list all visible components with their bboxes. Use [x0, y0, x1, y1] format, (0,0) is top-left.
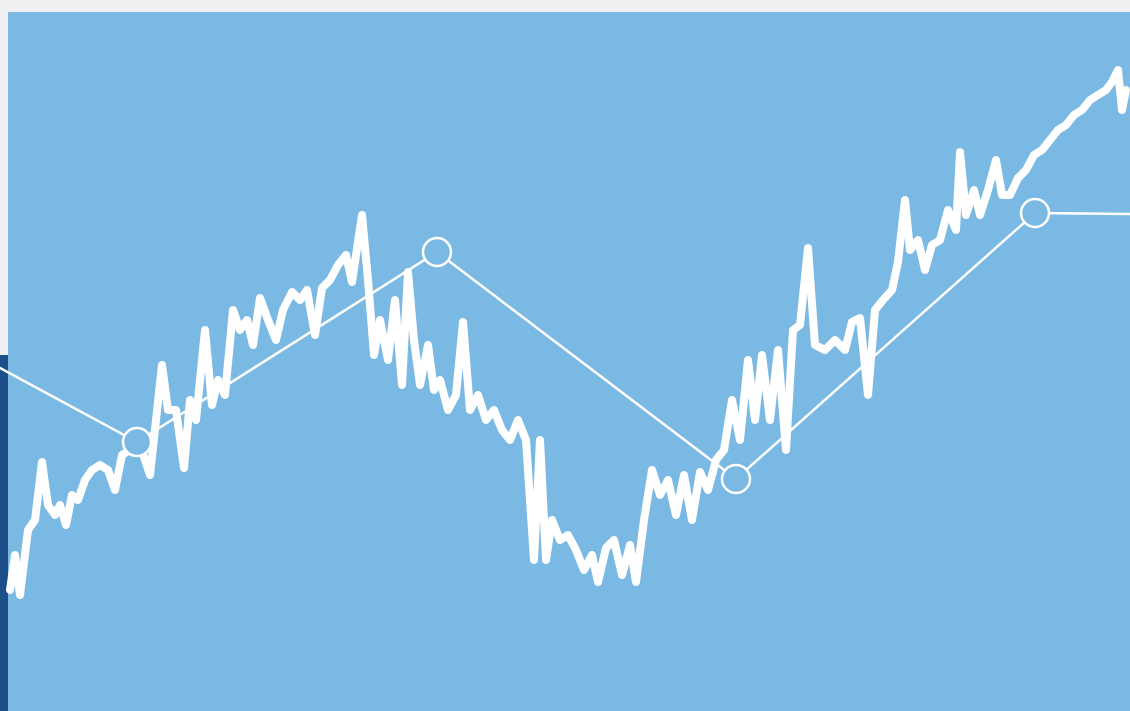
- trend-point: [421, 236, 453, 268]
- trend-point: [1019, 197, 1051, 229]
- trend-line: [0, 211, 1130, 481]
- trend-point: [720, 463, 752, 495]
- side-edge: [0, 355, 8, 711]
- trend-point: [121, 426, 153, 458]
- top-strip: [0, 0, 1130, 12]
- chart-panel: [8, 12, 1130, 711]
- price-line: [6, 66, 1130, 599]
